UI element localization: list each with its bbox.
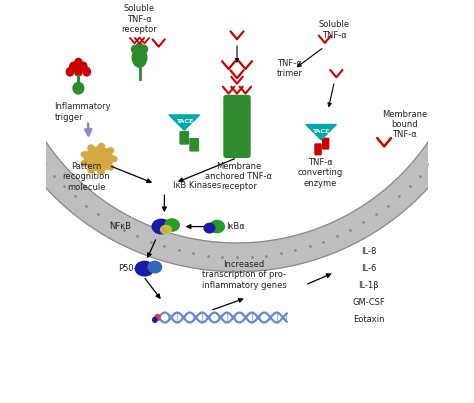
Text: Pattern
recognition
molecule: Pattern recognition molecule: [62, 162, 110, 192]
Text: IL-1β: IL-1β: [358, 281, 379, 290]
Ellipse shape: [98, 169, 104, 174]
Ellipse shape: [132, 48, 147, 67]
Ellipse shape: [210, 220, 224, 233]
Ellipse shape: [81, 152, 87, 157]
Ellipse shape: [107, 148, 113, 153]
Ellipse shape: [107, 164, 113, 170]
Text: Soluble
TNF-α: Soluble TNF-α: [319, 21, 350, 40]
Text: TACE: TACE: [312, 129, 330, 134]
Ellipse shape: [152, 219, 171, 234]
Ellipse shape: [153, 317, 157, 322]
FancyBboxPatch shape: [190, 139, 199, 151]
Ellipse shape: [148, 261, 162, 273]
Ellipse shape: [204, 223, 215, 233]
Ellipse shape: [136, 43, 143, 51]
Text: Membrane
bound
TNF-α: Membrane bound TNF-α: [382, 110, 427, 139]
Text: Inflammatory
trigger: Inflammatory trigger: [55, 102, 111, 122]
Text: Soluble
TNF-α
receptor: Soluble TNF-α receptor: [122, 4, 157, 34]
Text: IκBα: IκBα: [226, 222, 245, 231]
Text: TNF-α
converting
enzyme: TNF-α converting enzyme: [298, 158, 343, 187]
Text: Eotaxin: Eotaxin: [353, 315, 384, 324]
Ellipse shape: [165, 219, 179, 231]
Text: TACE: TACE: [176, 119, 193, 125]
Polygon shape: [169, 115, 200, 130]
Polygon shape: [0, 55, 474, 272]
Text: IκB Kinases: IκB Kinases: [173, 181, 221, 190]
Ellipse shape: [83, 68, 91, 76]
Ellipse shape: [80, 62, 87, 71]
FancyBboxPatch shape: [224, 96, 250, 158]
Ellipse shape: [70, 62, 77, 71]
Polygon shape: [306, 125, 337, 140]
Ellipse shape: [66, 68, 73, 76]
FancyBboxPatch shape: [315, 144, 321, 155]
Ellipse shape: [75, 58, 82, 67]
Ellipse shape: [88, 145, 94, 150]
Ellipse shape: [81, 161, 87, 166]
Text: Increased
transcription of pro-
inflammatory genes: Increased transcription of pro- inflamma…: [201, 260, 286, 290]
Ellipse shape: [84, 147, 113, 171]
Text: NFκB: NFκB: [109, 222, 131, 231]
Ellipse shape: [98, 143, 104, 149]
Text: IL-8: IL-8: [361, 247, 376, 256]
Ellipse shape: [75, 68, 82, 76]
Text: TNF-α
trimer: TNF-α trimer: [277, 58, 303, 78]
Text: IL-6: IL-6: [361, 264, 376, 273]
Ellipse shape: [161, 225, 171, 234]
Ellipse shape: [88, 168, 94, 173]
Text: Membrane
anchored TNF-α
receptor: Membrane anchored TNF-α receptor: [205, 162, 273, 191]
FancyBboxPatch shape: [323, 138, 329, 149]
Ellipse shape: [141, 46, 147, 53]
FancyArrowPatch shape: [85, 123, 91, 135]
Ellipse shape: [111, 156, 117, 162]
Ellipse shape: [136, 261, 154, 276]
Text: GM-CSF: GM-CSF: [353, 298, 385, 307]
Ellipse shape: [131, 46, 138, 53]
Text: P50-P65: P50-P65: [118, 264, 152, 273]
FancyBboxPatch shape: [180, 132, 189, 144]
Ellipse shape: [73, 83, 84, 94]
Ellipse shape: [155, 314, 160, 320]
